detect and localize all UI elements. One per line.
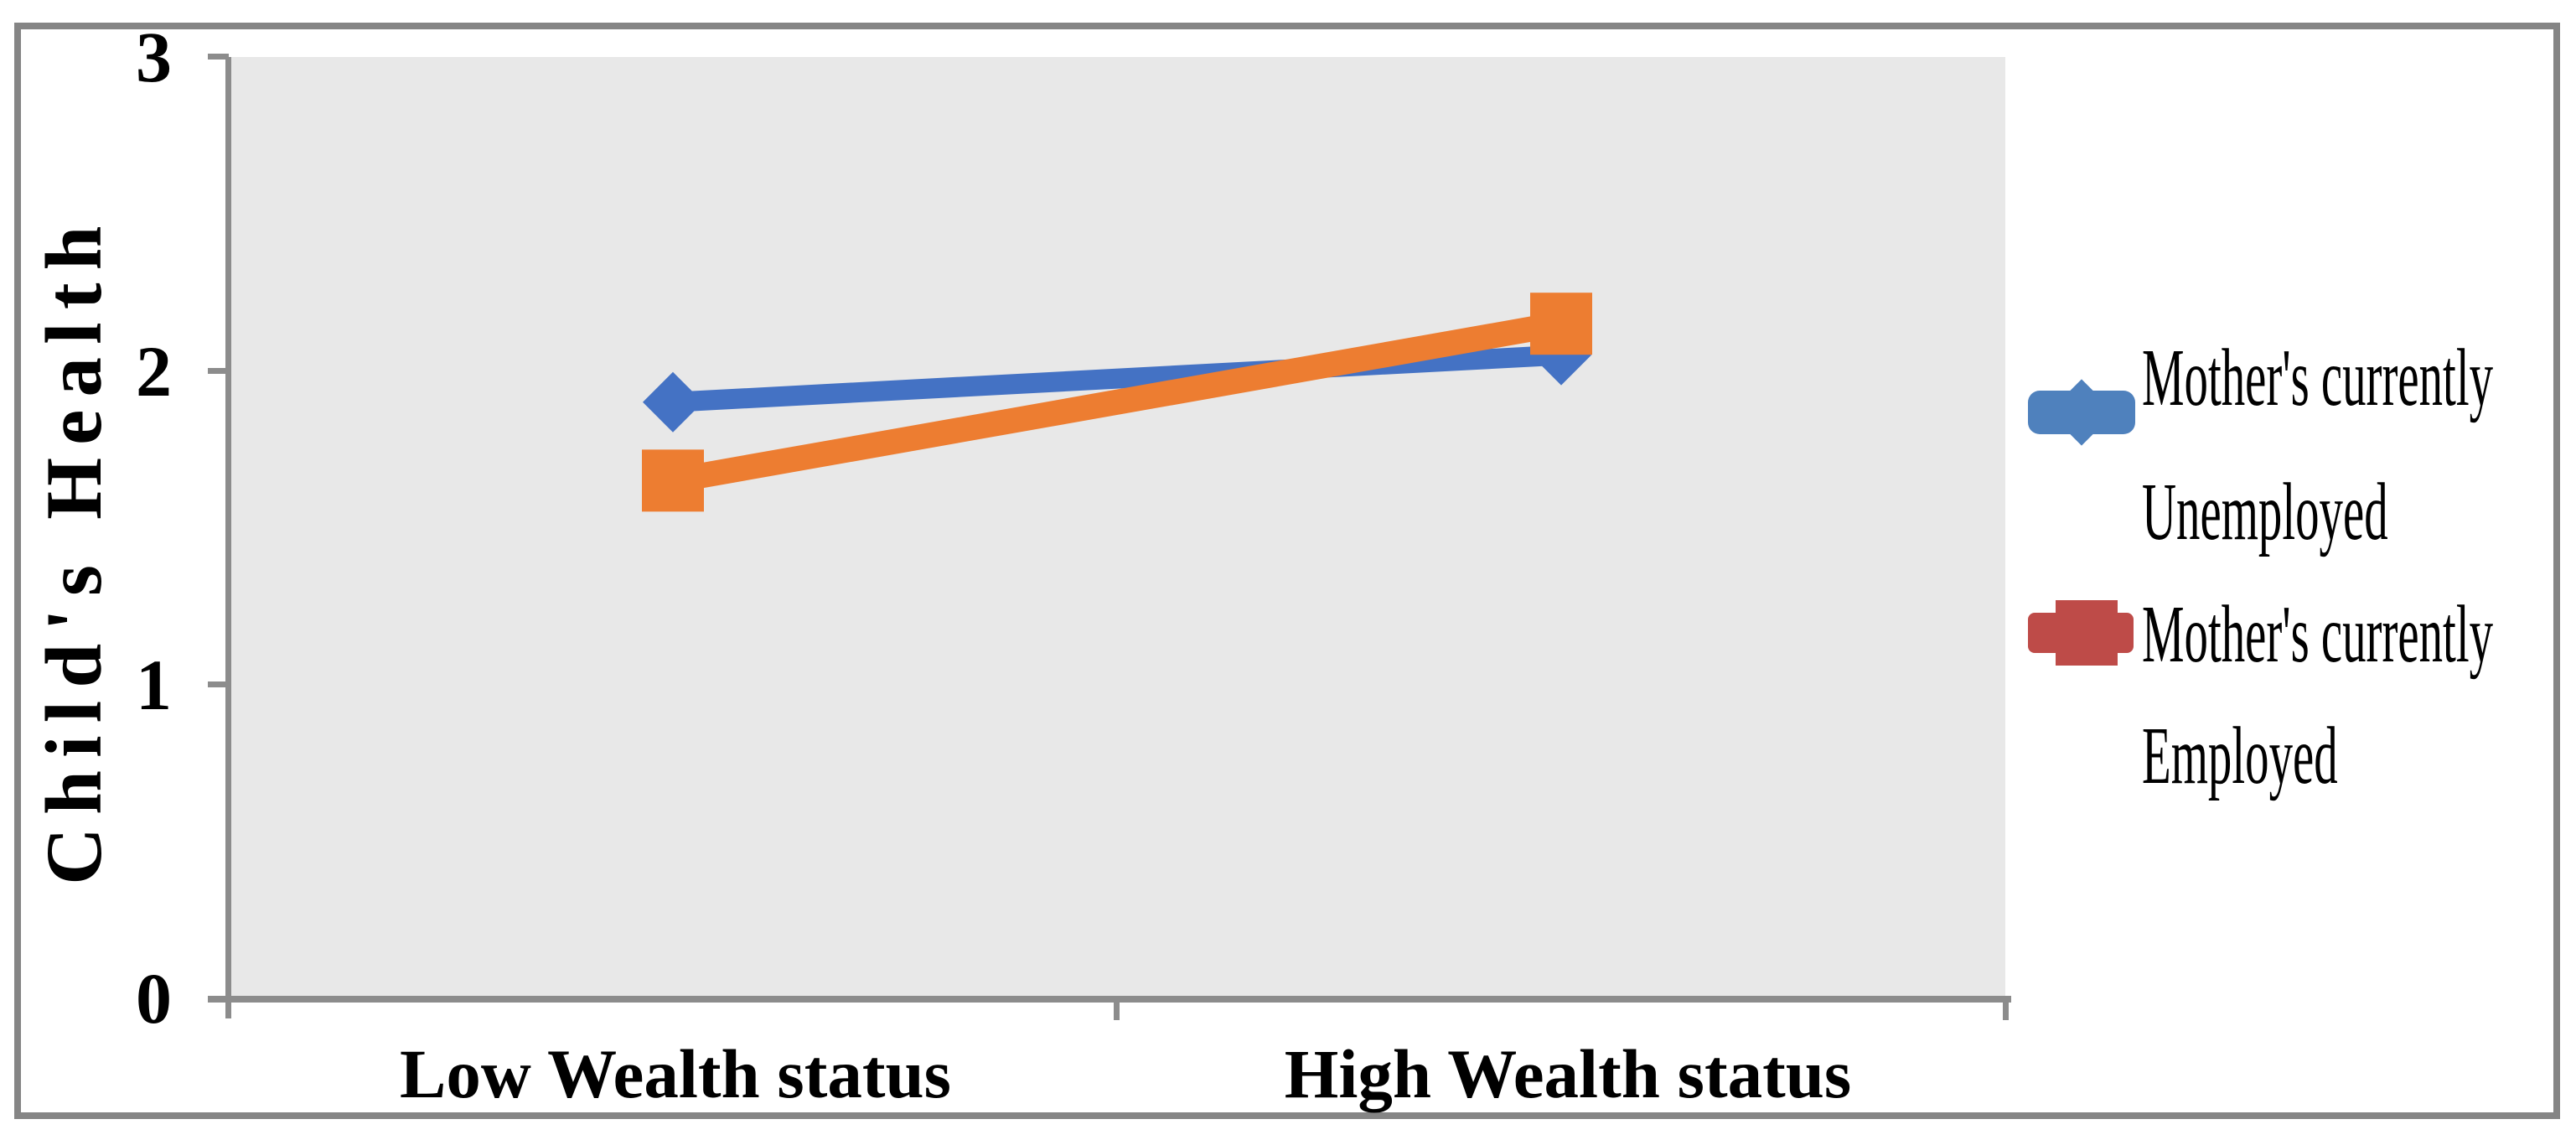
series-line-1 [672,345,1562,412]
y-tick-label: 1 [136,645,172,725]
plot-area [229,57,2005,998]
legend-label-unemployed-line2: Unemployed [2142,467,2388,557]
y-axis-line [225,57,231,1018]
y-tick-mark [208,54,229,60]
series-2-marker-square [1530,293,1592,355]
y-tick-label: 3 [136,17,172,97]
x-category-label: High Wealth status [1284,1035,1852,1112]
legend-label-employed-line2: Employed [2142,711,2338,801]
y-tick-mark [208,681,229,687]
y-tick-label: 2 [136,331,172,412]
figure-border [14,23,2560,1119]
series-1-marker-diamond [643,371,703,433]
x-category-label: Low Wealth status [400,1035,951,1112]
y-tick-label: 0 [136,958,172,1039]
x-tick-mark [1114,998,1120,1020]
legend-square-icon [2056,600,2118,666]
legend-label-employed-line1: Mother's currently [2142,589,2494,680]
series-line-2 [670,311,1564,494]
plot-lines [642,293,1592,512]
y-axis-title: Child's Health [29,213,118,885]
x-tick-mark [2003,998,2009,1020]
legend-label-unemployed-line1: Mother's currently [2142,333,2494,423]
x-axis-line [208,996,2011,1003]
y-tick-mark [208,368,229,374]
series-2-marker-square [642,449,704,512]
